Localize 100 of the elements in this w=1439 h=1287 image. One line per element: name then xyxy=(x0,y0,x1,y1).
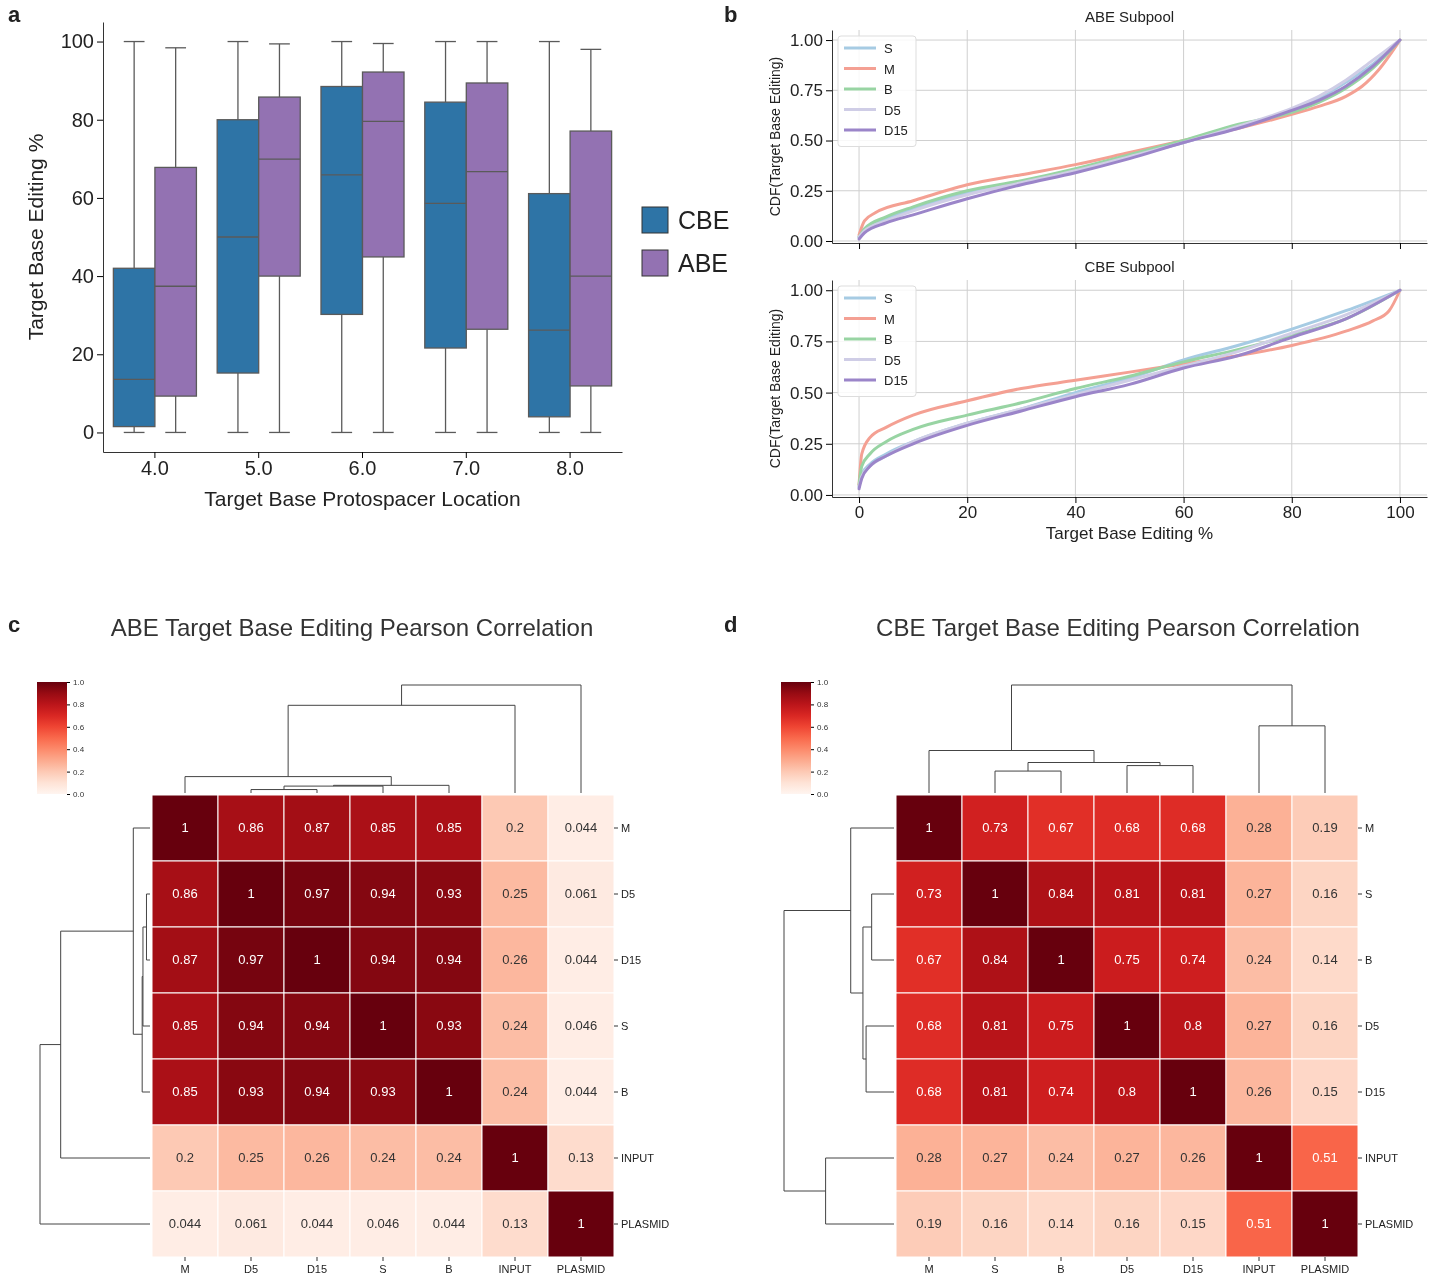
data-label: 0.16 xyxy=(1312,886,1338,901)
data-label: 0.68 xyxy=(1180,820,1206,835)
y-tick-label: 0 xyxy=(82,421,94,444)
x-tick-label: S xyxy=(379,1263,387,1275)
data-label: 1 xyxy=(577,1216,585,1231)
x-tick-label: D5 xyxy=(1119,1263,1135,1275)
data-label: 0.93 xyxy=(436,1018,462,1033)
data-label: 0.8 xyxy=(1183,1018,1203,1033)
data-label: 0.25 xyxy=(238,1150,264,1165)
legend-label: D5 xyxy=(884,352,901,368)
data-label: 0.93 xyxy=(238,1084,264,1099)
data-label: 0.93 xyxy=(370,1084,396,1099)
data-label: 1 xyxy=(313,952,321,967)
data-label: 0.28 xyxy=(916,1150,942,1165)
legend-label: S xyxy=(884,291,893,306)
color-bar-label: 0.0 xyxy=(73,790,85,800)
data-label: 0.061 xyxy=(564,886,598,901)
x-tick-label: 100 xyxy=(1386,503,1415,523)
data-label: 0.85 xyxy=(172,1084,198,1099)
data-label: 0.94 xyxy=(370,952,396,967)
legend-label: D5 xyxy=(884,102,901,118)
data-label: 0.68 xyxy=(916,1018,942,1033)
y-tick-label: 60 xyxy=(71,186,94,209)
data-label: 0.85 xyxy=(172,1018,198,1033)
data-label: 0.16 xyxy=(1312,1018,1338,1033)
color-bar-label: 1.0 xyxy=(817,678,829,688)
color-bar-label: 0.8 xyxy=(73,700,85,710)
data-label: 0.044 xyxy=(564,952,598,967)
y-tick-label: 0.25 xyxy=(789,434,823,454)
data-label: 0.25 xyxy=(502,886,528,901)
color-bar-label: 0.6 xyxy=(73,722,85,732)
x-tick-label: INPUT xyxy=(1242,1263,1276,1275)
chart-title: ABE Subpool xyxy=(1084,8,1175,25)
data-label: 1 xyxy=(511,1150,519,1165)
y-tick-label: D5 xyxy=(621,888,636,900)
data-label: 0.044 xyxy=(168,1216,202,1231)
data-label: 0.044 xyxy=(564,1084,598,1099)
data-label: 1 xyxy=(379,1018,387,1033)
x-tick-label: PLASMID xyxy=(1300,1263,1350,1275)
data-label: 0.81 xyxy=(982,1084,1008,1099)
color-bar-label: 0.4 xyxy=(817,745,829,755)
data-label: 1 xyxy=(181,820,189,835)
data-label: 0.14 xyxy=(1048,1216,1074,1231)
x-tick-label: M xyxy=(180,1263,190,1275)
y-tick-label: 0.00 xyxy=(789,231,823,251)
data-label: 0.84 xyxy=(982,952,1008,967)
x-tick-label: 4.0 xyxy=(140,457,169,480)
x-tick-label: 6.0 xyxy=(348,457,377,480)
data-label: 0.2 xyxy=(175,1150,195,1165)
data-label: 0.044 xyxy=(432,1216,466,1231)
y-tick-label: D15 xyxy=(1365,1086,1386,1098)
data-label: 0.27 xyxy=(982,1150,1008,1165)
legend-label: M xyxy=(884,61,895,77)
y-axis-title: CDF(Target Base Editing) xyxy=(767,56,783,217)
y-tick-label: D5 xyxy=(1365,1020,1380,1032)
data-label: 0.16 xyxy=(982,1216,1008,1231)
chart-title: CBE Subpool xyxy=(1084,258,1175,275)
data-label: 0.16 xyxy=(1114,1216,1140,1231)
y-tick-label: PLASMID xyxy=(1365,1218,1414,1230)
y-tick-label: 0.75 xyxy=(789,332,823,352)
y-tick-label: 20 xyxy=(71,343,94,366)
legend-label: B xyxy=(884,332,893,347)
x-tick-label: 7.0 xyxy=(452,457,481,480)
x-tick-label: S xyxy=(991,1263,999,1275)
data-label: 0.27 xyxy=(1246,886,1272,901)
data-label: 0.94 xyxy=(304,1018,330,1033)
data-label: 0.15 xyxy=(1312,1084,1338,1099)
data-label: 1 xyxy=(1057,952,1065,967)
data-label: 0.67 xyxy=(916,952,942,967)
y-axis-title: CDF(Target Base Editing) xyxy=(767,308,783,469)
data-label: 0.24 xyxy=(1246,952,1272,967)
legend-label: CBE xyxy=(678,206,730,234)
legend-label: S xyxy=(884,41,893,56)
data-label: 0.26 xyxy=(502,952,528,967)
x-tick-label: 0 xyxy=(854,503,865,523)
color-bar-label: 0.6 xyxy=(817,722,829,732)
color-bar-label: 0.4 xyxy=(73,745,85,755)
data-label: 0.15 xyxy=(1180,1216,1206,1231)
data-label: 0.68 xyxy=(1114,820,1140,835)
y-tick-label: 0.25 xyxy=(789,181,823,201)
data-label: 0.85 xyxy=(436,820,462,835)
x-tick-label: D15 xyxy=(306,1263,328,1275)
data-label: 0.73 xyxy=(982,820,1008,835)
data-label: 0.044 xyxy=(564,820,598,835)
x-tick-label: PLASMID xyxy=(556,1263,606,1275)
data-label: 0.24 xyxy=(370,1150,396,1165)
text: d xyxy=(724,612,738,637)
legend-label: B xyxy=(884,82,893,97)
legend-label: D15 xyxy=(884,373,908,388)
data-label: 0.86 xyxy=(238,820,264,835)
data-label: 0.19 xyxy=(1312,820,1338,835)
data-label: 1 xyxy=(247,886,255,901)
data-label: 1 xyxy=(1321,1216,1329,1231)
y-tick-label: INPUT xyxy=(1365,1152,1399,1164)
x-tick-label: INPUT xyxy=(498,1263,532,1275)
data-label: 0.046 xyxy=(564,1018,598,1033)
data-label: 0.87 xyxy=(172,952,198,967)
data-label: 1 xyxy=(1189,1084,1197,1099)
data-label: 0.81 xyxy=(1114,886,1140,901)
data-label: 0.94 xyxy=(370,886,396,901)
